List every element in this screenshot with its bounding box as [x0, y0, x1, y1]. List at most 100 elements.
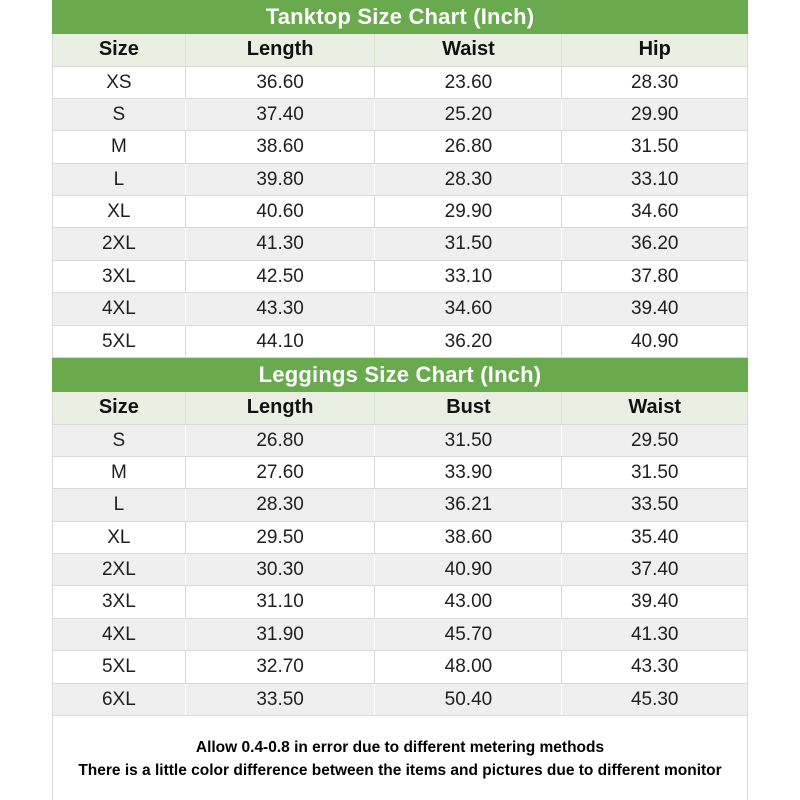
- column-header: Length: [186, 392, 376, 424]
- table-row: 3XL 31.10 43.00 39.40: [52, 586, 748, 619]
- size-cell: 4XL: [53, 618, 186, 651]
- size-cell: XS: [53, 66, 186, 98]
- size-cell: 2XL: [53, 554, 186, 586]
- table-row: 4XL 43.30 34.60 39.40: [52, 293, 748, 326]
- value-cell: 40.90: [375, 554, 563, 586]
- value-cell: 35.40: [562, 521, 748, 554]
- value-cell: 31.50: [375, 228, 563, 260]
- size-cell: S: [53, 424, 186, 456]
- value-cell: 26.80: [186, 424, 376, 456]
- column-header: Waist: [375, 34, 563, 66]
- column-header: Waist: [562, 392, 748, 424]
- value-cell: 26.80: [375, 131, 563, 163]
- value-cell: 33.50: [186, 683, 376, 716]
- value-cell: 37.80: [562, 260, 748, 293]
- size-cell: 5XL: [53, 325, 186, 358]
- table-row: XL 29.50 38.60 35.40: [52, 521, 748, 555]
- column-header: Bust: [375, 392, 563, 424]
- value-cell: 45.70: [375, 618, 563, 651]
- value-cell: 31.90: [186, 618, 376, 651]
- value-cell: 38.60: [186, 131, 376, 163]
- size-chart: Tanktop Size Chart (Inch) Size Length Waist…: [52, 0, 748, 800]
- value-cell: 33.90: [375, 456, 563, 489]
- table-title: Tanktop Size Chart (Inch): [52, 0, 748, 34]
- value-cell: 33.10: [562, 163, 748, 196]
- value-cell: 43.30: [562, 651, 748, 683]
- table-row: 5XL 32.70 48.00 43.30: [52, 651, 748, 684]
- value-cell: 25.20: [375, 98, 563, 131]
- table-row: L 28.30 36.21 33.50: [52, 489, 748, 522]
- value-cell: 28.30: [186, 489, 376, 521]
- value-cell: 29.50: [186, 521, 376, 554]
- size-cell: 5XL: [53, 651, 186, 683]
- table-row: M 38.60 26.80 31.50: [52, 131, 748, 164]
- value-cell: 32.70: [186, 651, 376, 683]
- column-header: Size: [53, 34, 186, 66]
- footer-note-error-tolerance: Allow 0.4-0.8 in error due to different …: [195, 739, 605, 757]
- column-header: Hip: [562, 34, 748, 66]
- value-cell: 31.50: [562, 456, 748, 489]
- table-title: Leggings Size Chart (Inch): [52, 358, 748, 393]
- size-table: Tanktop Size Chart (Inch) Size Length Waist…: [52, 0, 748, 359]
- value-cell: 39.80: [186, 163, 376, 196]
- table-header-row: Size Length Waist Hip: [52, 34, 748, 67]
- table-row: 5XL 44.10 36.20 40.90: [52, 325, 748, 359]
- table-row: L 39.80 28.30 33.10: [52, 163, 748, 197]
- value-cell: 37.40: [186, 98, 376, 131]
- size-table: Leggings Size Chart (Inch) Size Length Bust…: [52, 358, 748, 717]
- value-cell: 34.60: [562, 196, 748, 228]
- value-cell: 27.60: [186, 456, 376, 489]
- size-cell: 3XL: [53, 586, 186, 618]
- size-cell: M: [53, 131, 186, 163]
- value-cell: 29.90: [562, 98, 748, 131]
- value-cell: 37.40: [562, 554, 748, 586]
- value-cell: 50.40: [375, 683, 563, 716]
- value-cell: 44.10: [186, 325, 376, 358]
- table-row: S 37.40 25.20 29.90: [52, 98, 748, 132]
- value-cell: 31.50: [562, 131, 748, 163]
- value-cell: 28.30: [375, 163, 563, 196]
- table-row: M 27.60 33.90 31.50: [52, 456, 748, 490]
- column-header: Size: [53, 392, 186, 424]
- value-cell: 48.00: [375, 651, 563, 683]
- value-cell: 33.50: [562, 489, 748, 521]
- value-cell: 29.50: [562, 424, 748, 456]
- value-cell: 34.60: [375, 293, 563, 325]
- value-cell: 36.20: [375, 325, 563, 358]
- column-header: Length: [186, 34, 376, 66]
- size-cell: XL: [53, 196, 186, 228]
- footer-notes: Allow 0.4-0.8 in error due to different …: [52, 716, 748, 800]
- value-cell: 45.30: [562, 683, 748, 716]
- table-header-row: Size Length Bust Waist: [52, 392, 748, 425]
- table-row: 2XL 41.30 31.50 36.20: [52, 228, 748, 261]
- size-cell: 3XL: [53, 260, 186, 293]
- size-cell: 6XL: [53, 683, 186, 716]
- value-cell: 39.40: [562, 586, 748, 618]
- value-cell: 42.50: [186, 260, 376, 293]
- value-cell: 28.30: [562, 66, 748, 98]
- size-cell: M: [53, 456, 186, 489]
- table-row: 2XL 30.30 40.90 37.40: [52, 554, 748, 587]
- size-cell: S: [53, 98, 186, 131]
- value-cell: 31.50: [375, 424, 563, 456]
- value-cell: 36.20: [562, 228, 748, 260]
- table-row: S 26.80 31.50 29.50: [52, 424, 748, 457]
- value-cell: 40.90: [562, 325, 748, 358]
- value-cell: 43.30: [186, 293, 376, 325]
- table-row: XS 36.60 23.60 28.30: [52, 66, 748, 99]
- size-cell: L: [53, 489, 186, 521]
- table-row: 6XL 33.50 50.40 45.30: [52, 683, 748, 717]
- value-cell: 39.40: [562, 293, 748, 325]
- value-cell: 41.30: [186, 228, 376, 260]
- size-tables-container: Tanktop Size Chart (Inch) Size Length Waist…: [52, 0, 748, 717]
- value-cell: 41.30: [562, 618, 748, 651]
- table-row: XL 40.60 29.90 34.60: [52, 196, 748, 229]
- value-cell: 43.00: [375, 586, 563, 618]
- value-cell: 38.60: [375, 521, 563, 554]
- size-cell: L: [53, 163, 186, 196]
- size-cell: 2XL: [53, 228, 186, 260]
- value-cell: 36.60: [186, 66, 376, 98]
- value-cell: 29.90: [375, 196, 563, 228]
- value-cell: 36.21: [375, 489, 563, 521]
- value-cell: 40.60: [186, 196, 376, 228]
